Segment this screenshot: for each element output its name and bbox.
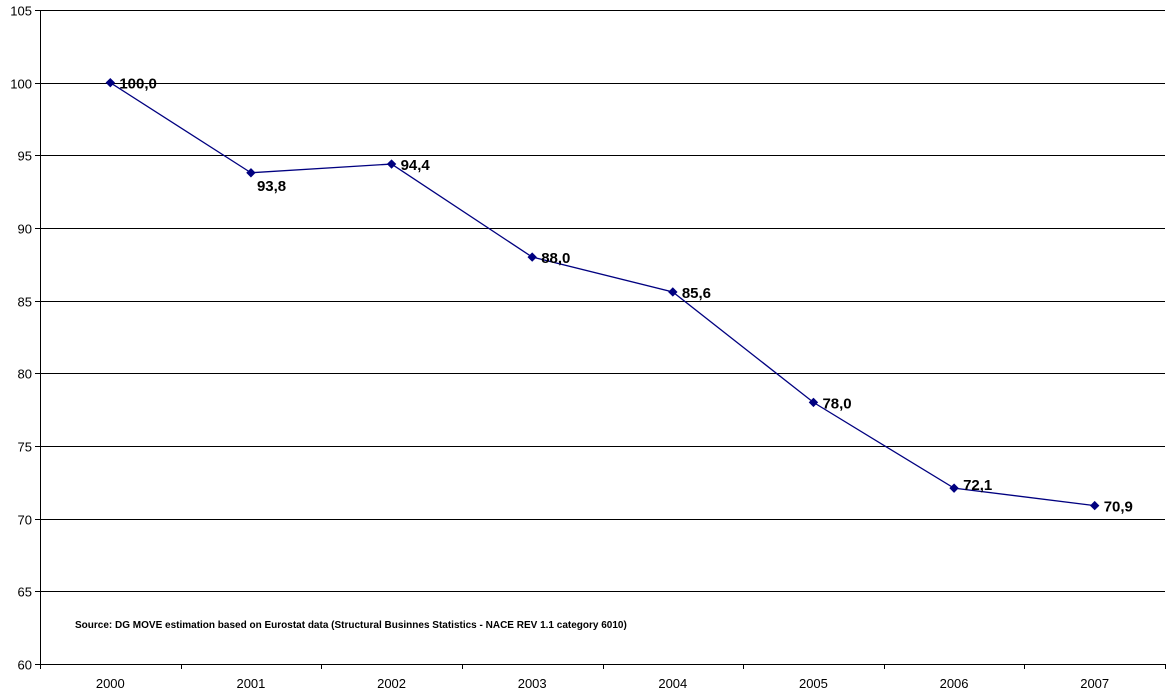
- gridlines: [40, 10, 1165, 592]
- data-label-2001: 93,8: [257, 178, 286, 195]
- series-line: [109, 82, 1095, 507]
- data-point-2005: [808, 397, 819, 408]
- y-tick-label: 65: [18, 585, 32, 600]
- y-tick-label: 60: [18, 658, 32, 673]
- x-tick-label-2003: 2003: [518, 676, 547, 691]
- y-tick-label: 70: [18, 513, 32, 528]
- series-line-group: [105, 77, 1100, 511]
- source-annotation: Source: DG MOVE estimation based on Euro…: [75, 620, 627, 631]
- x-tick-label-2005: 2005: [799, 676, 828, 691]
- x-tick-label-2001: 2001: [236, 676, 265, 691]
- axes: [40, 10, 1165, 665]
- data-label-2006: 72,1: [963, 477, 992, 494]
- x-axis-ticks: 2000 2001 2002 2003 2004 2005 2006 2007: [40, 664, 1166, 691]
- data-point-2007: [1089, 500, 1100, 511]
- data-label-2007: 70,9: [1104, 499, 1133, 516]
- y-tick-label: 95: [18, 149, 32, 164]
- y-tick-label: 80: [18, 367, 32, 382]
- y-tick-label: 105: [10, 4, 32, 19]
- data-point-2006: [949, 483, 959, 493]
- data-label-2002: 94,4: [401, 157, 431, 174]
- x-tick-label-2000: 2000: [96, 676, 125, 691]
- data-label-2005: 78,0: [822, 395, 851, 412]
- y-tick-label: 90: [18, 222, 32, 237]
- data-point-2001: [246, 168, 256, 178]
- y-tick-label: 85: [18, 295, 32, 310]
- y-tick-label: 75: [18, 440, 32, 455]
- data-point-2002: [386, 159, 397, 169]
- y-tick-label: 100: [10, 77, 32, 92]
- data-point-2000: [105, 77, 116, 88]
- data-point-2003: [527, 252, 537, 262]
- data-label-2004: 85,6: [682, 285, 711, 302]
- x-tick-label-2007: 2007: [1080, 676, 1109, 691]
- data-label-2000: 100,0: [119, 76, 157, 93]
- y-axis-ticks: 60 65 70 75 80 85 90 95 100 105: [10, 4, 40, 673]
- data-labels: 100,0 93,8 94,4 88,0 85,6 78,0 72,1 70,9: [119, 76, 1133, 516]
- x-tick-label-2006: 2006: [940, 676, 969, 691]
- data-label-2003: 88,0: [541, 250, 570, 267]
- x-tick-label-2002: 2002: [377, 676, 406, 691]
- data-point-2004: [668, 287, 678, 297]
- x-tick-label-2004: 2004: [658, 676, 687, 691]
